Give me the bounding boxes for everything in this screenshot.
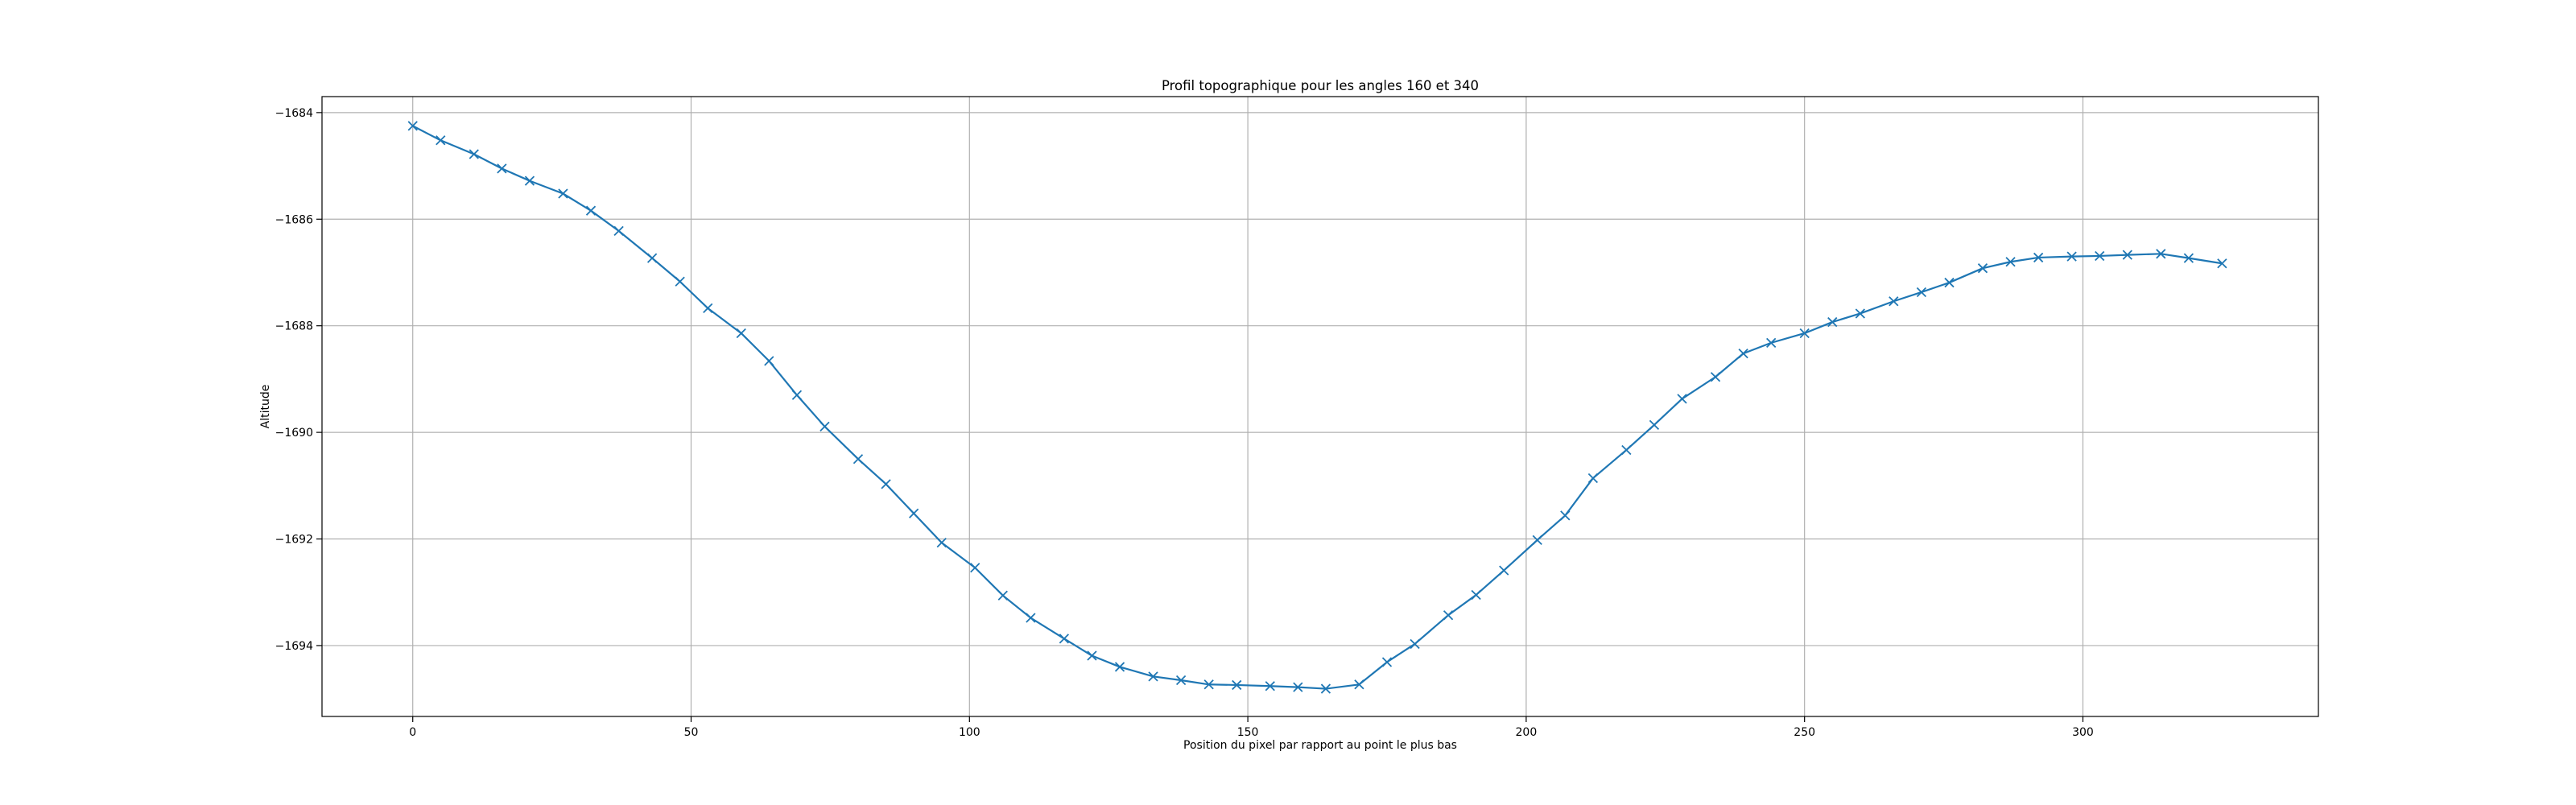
data-point-marker <box>764 356 774 366</box>
y-tick-label: −1690 <box>275 427 313 440</box>
y-tick-label: −1686 <box>275 213 313 226</box>
data-point-marker <box>1443 610 1454 621</box>
data-point-marker <box>1410 638 1420 650</box>
data-point-marker <box>1560 510 1571 521</box>
grid <box>322 97 2318 716</box>
data-point-marker <box>2066 251 2077 262</box>
data-point-marker <box>2005 257 2016 267</box>
data-point-marker <box>1059 634 1070 644</box>
data-point-marker <box>736 328 746 339</box>
chart-title: Profil topographique pour les angles 160… <box>1162 78 1479 93</box>
data-point-marker <box>881 479 891 489</box>
data-point-marker <box>1293 682 1303 692</box>
data-point-marker <box>936 538 947 548</box>
data-point-marker <box>1026 613 1036 623</box>
data-point-marker <box>2183 253 2194 263</box>
data-point-marker <box>524 175 535 186</box>
data-point-marker <box>1471 589 1481 601</box>
data-point-marker <box>2033 252 2044 263</box>
data-point-marker <box>558 188 568 199</box>
data-point-marker <box>1944 277 1955 288</box>
y-tick-label: −1694 <box>275 640 313 653</box>
x-tick-label: 100 <box>959 726 980 739</box>
data-point-marker <box>2217 258 2227 269</box>
data-point-marker <box>613 225 624 236</box>
data-point-marker <box>1649 419 1660 430</box>
data-point-marker <box>2095 250 2105 262</box>
data-point-marker <box>1889 296 1899 307</box>
data-point-marker <box>1532 535 1542 545</box>
data-point-marker <box>585 205 597 216</box>
data-point-marker <box>436 135 446 146</box>
data-point-marker <box>703 303 713 313</box>
x-tick-label: 50 <box>684 726 699 739</box>
data-point-marker <box>1175 675 1187 686</box>
x-tick-label: 250 <box>1794 726 1815 739</box>
x-axis: 0 50 100 150 200 250 300 <box>409 716 2094 739</box>
series-line <box>412 125 2223 690</box>
data-point-marker <box>852 454 864 464</box>
y-tick-label: −1692 <box>275 534 313 547</box>
data-point-marker <box>1381 657 1393 667</box>
data-point-marker <box>819 421 830 431</box>
x-axis-label: Position du pixel par rapport au point l… <box>1183 739 1457 752</box>
data-point-marker <box>909 508 919 518</box>
data-point-marker <box>1766 337 1777 349</box>
data-point-marker <box>1499 565 1509 576</box>
x-tick-label: 150 <box>1237 726 1259 739</box>
data-point-marker <box>1855 308 1865 319</box>
data-point-marker <box>1799 328 1810 339</box>
y-tick-label: −1684 <box>275 107 313 120</box>
data-point-marker <box>1738 348 1748 359</box>
data-point-marker <box>1677 394 1687 404</box>
data-point-marker <box>2122 250 2132 260</box>
series-layer <box>407 121 2227 694</box>
data-point-marker <box>1916 287 1927 298</box>
data-point-marker <box>1710 372 1721 382</box>
data-point-marker <box>1265 681 1275 691</box>
x-tick-label: 300 <box>2072 726 2094 739</box>
data-point-marker <box>1087 650 1097 661</box>
data-point-marker <box>1354 679 1364 690</box>
y-axis-label: Altitude <box>259 385 272 429</box>
data-point-marker <box>970 563 980 573</box>
data-point-marker <box>791 390 803 400</box>
data-point-marker <box>997 590 1008 601</box>
data-point-marker <box>1587 473 1599 484</box>
data-point-marker <box>1320 683 1331 694</box>
plot-area-frame <box>321 96 2319 717</box>
data-point-marker <box>1621 444 1632 456</box>
data-point-marker <box>469 149 479 159</box>
data-point-marker <box>1114 662 1125 672</box>
data-point-marker <box>1977 263 1988 274</box>
data-point-marker <box>675 276 685 287</box>
y-tick-label: −1688 <box>275 320 313 333</box>
data-point-marker <box>497 163 507 174</box>
data-point-marker <box>407 121 418 131</box>
data-point-marker <box>1203 679 1214 690</box>
data-point-marker <box>2156 249 2166 259</box>
data-point-marker <box>1232 679 1242 691</box>
data-point-marker <box>1148 671 1158 682</box>
data-point-marker <box>646 253 658 263</box>
x-tick-label: 0 <box>409 726 416 739</box>
data-point-marker <box>1827 316 1838 328</box>
x-tick-label: 200 <box>1516 726 1538 739</box>
y-axis: −1694 −1692 −1690 −1688 −1686 −1684 <box>275 107 322 653</box>
